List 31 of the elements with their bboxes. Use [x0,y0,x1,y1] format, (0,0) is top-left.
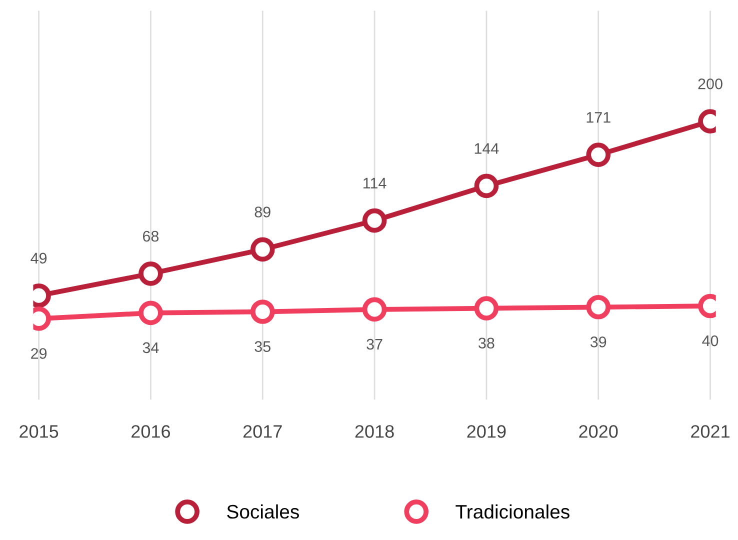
data-label: 29 [31,348,47,359]
legend-label: Sociales [227,504,299,519]
x-tick-label: 2016 [132,425,170,438]
data-label: 114 [364,178,386,188]
data-label: 37 [366,338,382,350]
point [138,262,163,286]
point [474,296,499,320]
data-label: 34 [142,342,159,354]
point [250,300,275,324]
data-label: 171 [586,112,610,123]
data-label: 89 [254,206,270,218]
x-tick-label: 2021 [691,425,730,438]
x-tick-label: 2017 [243,425,282,438]
data-label: 68 [142,230,159,242]
x-tick-label: 2015 [20,425,58,438]
legend-label: Tradicionales [456,504,570,519]
point [474,174,499,198]
data-label: 39 [590,336,606,348]
data-label: 38 [478,338,494,349]
point [138,300,163,326]
data-label: 40 [702,335,718,346]
data-label: 49 [30,252,47,264]
x-tick-label: 2019 [467,425,506,438]
point [250,237,275,262]
x-tick-label: 2018 [355,425,394,438]
point [362,297,387,322]
x-tick-label: 2020 [579,425,618,438]
point [362,208,387,233]
data-label: 200 [698,78,722,90]
data-label: 144 [474,143,499,154]
data-label: 35 [254,341,270,352]
